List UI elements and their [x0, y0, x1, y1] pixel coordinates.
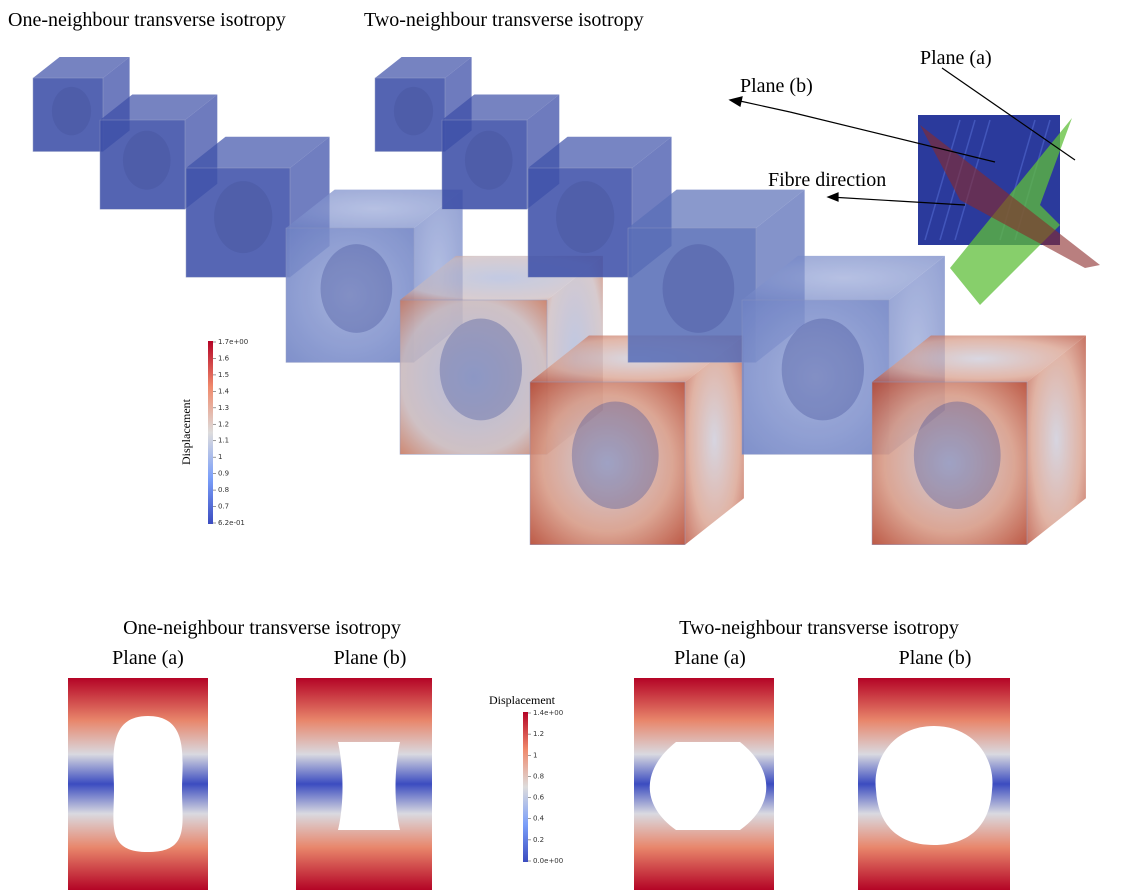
cube-cavity — [913, 401, 1001, 509]
cube-front — [185, 167, 291, 278]
cube-top — [528, 136, 672, 168]
cube-front — [285, 227, 415, 363]
cube-side — [1027, 335, 1086, 545]
plane-label: Plane (b) — [334, 647, 407, 669]
colorbar-ticks: 1.7e+00 1.6 1.5 1.4 1.3 1.2 1.1 1 0.9 0.8 0.7 6.2e-… — [213, 338, 248, 527]
colorbar-tick-label: 0.8 — [533, 772, 544, 780]
colorbar-tick-label: 0.4 — [533, 815, 545, 823]
cube-top — [628, 189, 805, 228]
cube-cavity — [214, 181, 273, 254]
cube-top — [375, 57, 472, 78]
colorbar-tick-label: 0.7 — [218, 503, 229, 511]
panel-title: One-neighbour transverse isotropy — [123, 617, 401, 639]
colorbar-tick-label: 0.8 — [218, 486, 229, 494]
colorbar-tick-label: 1.5 — [218, 371, 229, 379]
colorbar-tick-label: 0.9 — [218, 470, 229, 478]
top-left-title: One-neighbour transverse isotropy — [8, 9, 286, 31]
cube-cavity — [781, 318, 865, 421]
cube-cavity — [464, 130, 513, 190]
cube-cavity — [122, 130, 171, 190]
colorbar-tick-label: 0.0e+00 — [533, 857, 563, 865]
colorbar-tick-label: 1.2 — [533, 730, 544, 738]
plane-label: Plane (a) — [674, 647, 746, 669]
cube-top — [742, 255, 945, 300]
colorbar-label: Displacement — [489, 693, 556, 707]
colorbar — [208, 341, 213, 524]
colorbar-tick-label: 1.4 — [218, 387, 230, 395]
cube-cavity — [439, 318, 523, 421]
cube-front — [527, 167, 633, 278]
plane-label: Plane (a) — [112, 647, 184, 669]
cube-front — [32, 77, 104, 152]
hole — [875, 726, 993, 845]
cube-cavity — [556, 181, 615, 254]
cube — [627, 189, 805, 363]
colorbar-tick-label: 1.6 — [218, 354, 230, 362]
cube-front — [627, 227, 757, 363]
inset-label: Plane (a) — [920, 47, 992, 69]
cube-cavity — [662, 244, 735, 333]
cube-front — [399, 299, 548, 455]
cube-top — [442, 94, 560, 120]
colorbar-tick-label: 0.6 — [533, 794, 545, 802]
cube-front — [871, 381, 1028, 545]
cube — [285, 189, 463, 363]
colorbar-tick-label: 1.4e+00 — [533, 709, 563, 717]
cube-cavity — [571, 401, 659, 509]
arrows — [728, 67, 1076, 206]
colorbar-tick-label: 1.1 — [218, 437, 229, 445]
colorbar-tick-label: 1 — [218, 453, 222, 461]
cube — [374, 57, 472, 152]
cube — [529, 335, 744, 545]
hole — [338, 742, 400, 830]
cube-front — [441, 119, 528, 210]
inset-label: Fibre direction — [768, 169, 886, 191]
cube-cavity — [320, 244, 393, 333]
hole — [649, 742, 767, 830]
cube-front — [99, 119, 186, 210]
colorbar-tick-label: 1 — [533, 751, 537, 759]
top-right-title: Two-neighbour transverse isotropy — [364, 9, 644, 31]
cube-side — [685, 335, 744, 545]
colorbar-tick-label: 0.2 — [533, 836, 544, 844]
inset-label: Plane (b) — [740, 75, 813, 97]
slices — [68, 678, 1010, 890]
hole — [113, 716, 183, 852]
colorbar — [523, 712, 528, 862]
cube-top — [872, 335, 1086, 382]
cube-cavity — [393, 86, 434, 136]
cube-front — [529, 381, 686, 545]
cubes — [32, 57, 1086, 545]
colorbar-tick-label: 1.2 — [218, 420, 229, 428]
colorbar-tick-label: 1.7e+00 — [218, 338, 248, 346]
cube-top — [33, 57, 130, 78]
colorbar-tick-label: 6.2e-01 — [218, 519, 245, 527]
colorbar-ticks: 1.4e+00 1.2 1 0.8 0.6 0.4 0.2 0.0e+00 — [528, 709, 563, 865]
cube-top — [286, 189, 463, 228]
cube-top — [100, 94, 218, 120]
inset-diagram: Plane (a) Plane (b) Fibre direction — [728, 47, 1100, 305]
plane-b — [920, 125, 1100, 268]
panel-title: Two-neighbour transverse isotropy — [679, 617, 959, 639]
cube — [871, 335, 1086, 545]
cube-front — [741, 299, 890, 455]
cube-top — [186, 136, 330, 168]
colorbar-tick-label: 1.3 — [218, 404, 229, 412]
colorbar-label: Displacement — [179, 398, 193, 465]
plane-label: Plane (b) — [899, 647, 972, 669]
cube-front — [374, 77, 446, 152]
cube-cavity — [51, 86, 92, 136]
